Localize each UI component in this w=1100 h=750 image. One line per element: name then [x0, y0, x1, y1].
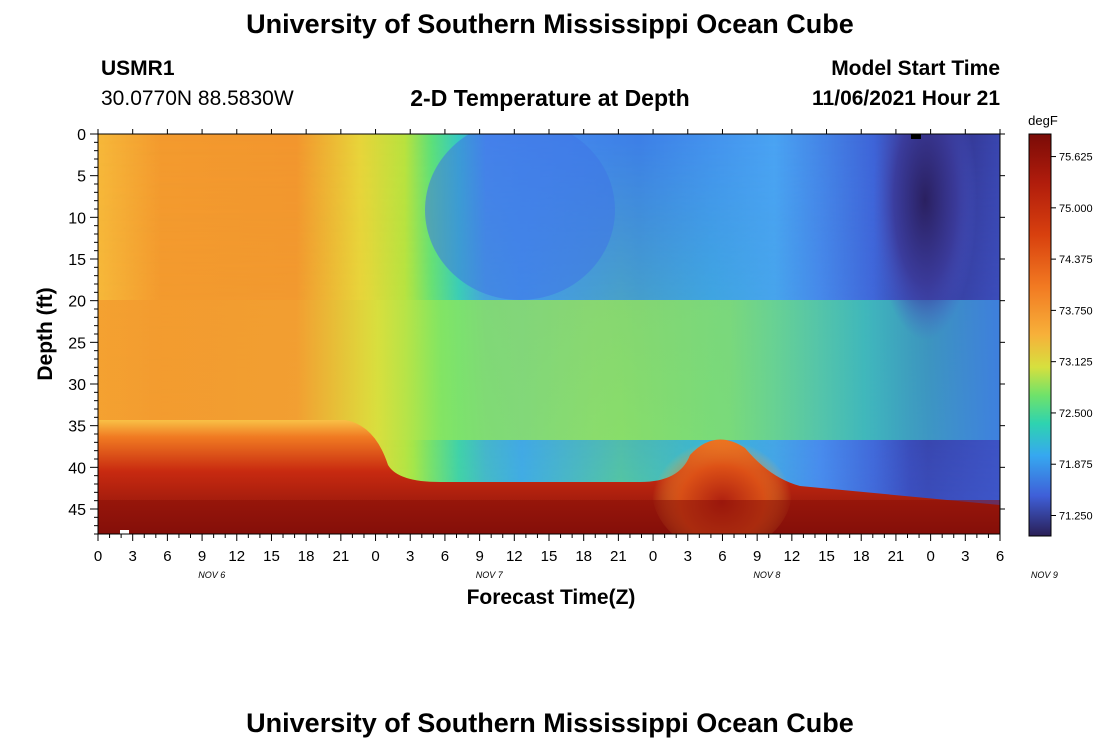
y-tick-label: 25 — [68, 335, 86, 352]
x-tick-label: 0 — [926, 548, 934, 565]
y-tick-label: 40 — [68, 460, 86, 477]
colorbar — [1028, 133, 1052, 537]
x-tick-label: 3 — [129, 548, 137, 565]
colorbar-tick-label: 72.500 — [1059, 408, 1093, 420]
x-tick-label: 21 — [888, 548, 905, 565]
model-start-value: 11/06/2021 Hour 21 — [812, 87, 1000, 110]
x-tick-label: 21 — [610, 548, 627, 565]
x-tick-label: 3 — [406, 548, 414, 565]
station-coordinates: 30.0770N 88.5830W — [101, 87, 294, 110]
x-tick-label: 15 — [818, 548, 835, 565]
chart-subtitle: 2-D Temperature at Depth — [410, 85, 690, 111]
x-tick-label: 15 — [263, 548, 280, 565]
date-label: NOV 9 — [1031, 570, 1058, 580]
x-tick-label: 6 — [163, 548, 171, 565]
x-tick-label: 6 — [996, 548, 1004, 565]
colorbar-tick-label: 73.125 — [1059, 357, 1093, 369]
y-tick-label: 5 — [77, 169, 86, 186]
page-title: University of Southern Mississippi Ocean… — [246, 9, 854, 39]
x-tick-label: 12 — [784, 548, 801, 565]
x-tick-label: 9 — [475, 548, 483, 565]
x-tick-label: 0 — [94, 548, 102, 565]
x-tick-label: 18 — [575, 548, 592, 565]
colorbar-tick-label: 71.875 — [1059, 459, 1093, 471]
y-tick-label: 10 — [68, 210, 86, 227]
x-tick-label: 9 — [198, 548, 206, 565]
x-tick-label: 18 — [853, 548, 870, 565]
date-label: NOV 7 — [476, 570, 504, 580]
colorbar-tick-label: 74.375 — [1059, 254, 1093, 266]
x-tick-label: 3 — [684, 548, 692, 565]
x-axis-title: Forecast Time(Z) — [467, 586, 636, 609]
colorbar-unit: degF — [1028, 113, 1058, 128]
x-tick-label: 6 — [718, 548, 726, 565]
date-label: NOV 6 — [198, 570, 225, 580]
colorbar-tick-label: 75.625 — [1059, 152, 1093, 164]
station-id: USMR1 — [101, 57, 175, 80]
x-tick-label: 0 — [371, 548, 379, 565]
y-axis-title: Depth (ft) — [34, 287, 57, 380]
model-start-label: Model Start Time — [831, 57, 1000, 80]
colorbar-tick-label: 71.250 — [1059, 510, 1093, 522]
x-tick-label: 18 — [298, 548, 315, 565]
colorbar-ticks: 75.625 75.000 74.375 73.750 73.125 72.500 71.8… — [1051, 152, 1093, 522]
y-tick-label: 0 — [77, 127, 86, 144]
y-tick-label: 15 — [68, 252, 86, 269]
y-tick-label: 30 — [68, 377, 86, 394]
x-tick-label: 0 — [649, 548, 657, 565]
y-tick-label: 45 — [68, 502, 86, 519]
x-tick-label: 12 — [228, 548, 245, 565]
y-axis: 0 5 10 15 20 25 30 35 40 45 — [68, 127, 1005, 535]
x-tick-label: 3 — [961, 548, 969, 565]
date-label: NOV 8 — [753, 570, 780, 580]
y-tick-label: 35 — [68, 419, 86, 436]
date-labels: NOV 6 NOV 7 NOV 8 NOV 9 — [198, 570, 1058, 580]
x-tick-label: 12 — [506, 548, 523, 565]
page-title-bottom: University of Southern Mississippi Ocean… — [246, 708, 854, 738]
x-tick-label: 9 — [753, 548, 761, 565]
x-tick-label: 21 — [333, 548, 350, 565]
colorbar-tick-label: 75.000 — [1059, 203, 1093, 215]
colorbar-tick-label: 73.750 — [1059, 305, 1093, 317]
y-tick-label: 20 — [68, 294, 86, 311]
heatmap-field — [98, 134, 1000, 534]
x-tick-label: 6 — [441, 548, 449, 565]
x-tick-label: 15 — [541, 548, 558, 565]
x-axis: 0 3 6 9 12 15 18 21 0 3 6 9 12 15 18 21 0 3 6 9 12 15 18 21 0 3 6 — [94, 129, 1004, 565]
